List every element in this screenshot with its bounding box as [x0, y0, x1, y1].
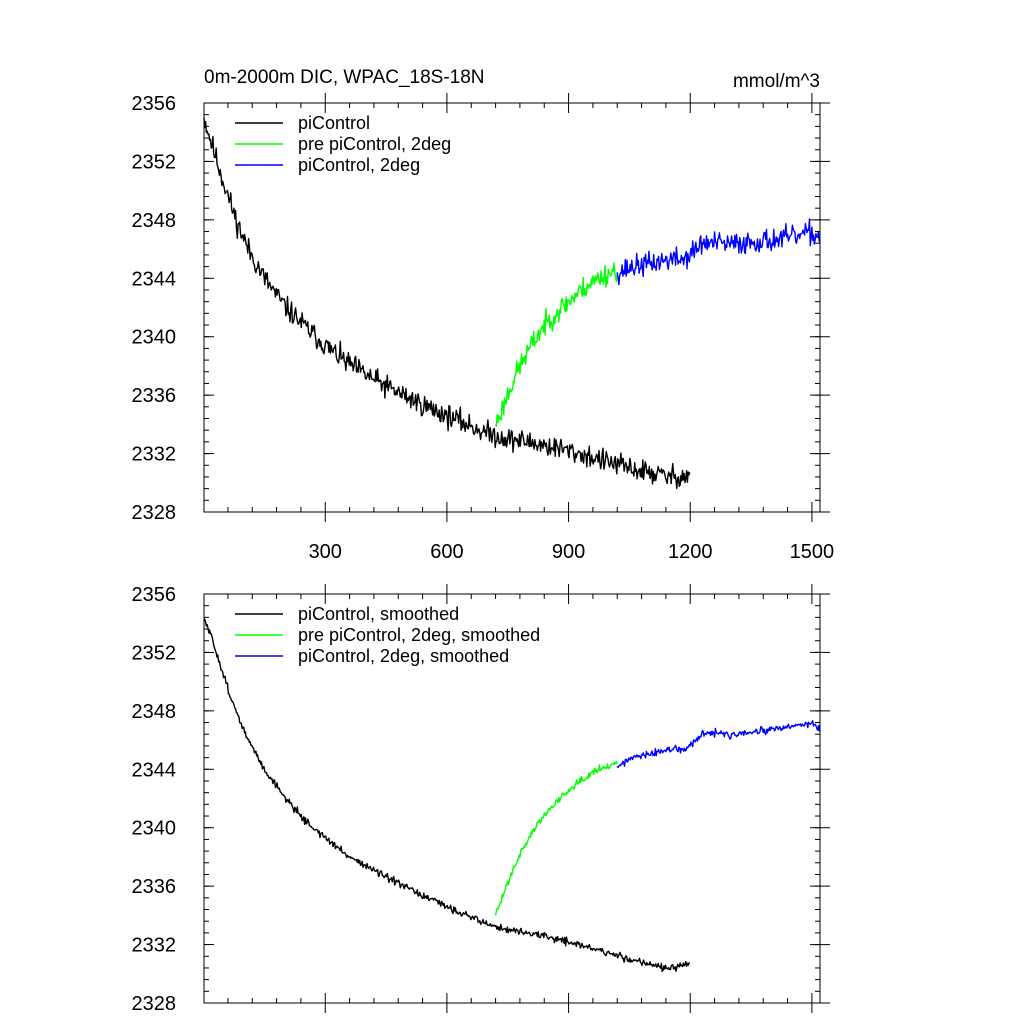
legend-label-1: pre piControl, 2deg, smoothed [298, 625, 540, 645]
series-lines [203, 117, 821, 490]
y-tick-label: 2332 [132, 935, 177, 957]
y-tick-label: 2328 [132, 993, 177, 1015]
y-tick-label: 2344 [132, 759, 177, 781]
y-tick-label: 2336 [132, 876, 177, 898]
axis-ticks: 2328 2332 2336 2340 2344 2348 2352 2356 [132, 584, 830, 1015]
series-line-0 [203, 618, 691, 972]
series-lines [203, 618, 821, 972]
y-tick-label: 2352 [132, 642, 177, 664]
legend-label-2: piControl, 2deg, smoothed [298, 646, 509, 666]
legend-label-0: piControl, smoothed [298, 604, 459, 624]
x-tick-label: 300 [309, 541, 342, 563]
units-label: mmol/m^3 [733, 71, 820, 92]
x-tick-label: 1500 [790, 541, 835, 563]
bottom-panel: 2328 2332 2336 2340 2344 2348 2352 2356 piContr… [132, 584, 830, 1015]
top-panel: 0m-2000m DIC, WPAC_18S-18N mmol/m^3 300 6… [132, 67, 835, 563]
y-tick-label: 2356 [132, 584, 177, 606]
y-tick-label: 2348 [132, 701, 177, 723]
y-tick-label: 2340 [132, 818, 177, 840]
series-line-2 [616, 218, 821, 286]
axis-ticks: 300 600 900 1200 1500 2328 2332 2336 2340 2344 234… [132, 93, 835, 563]
series-line-0 [203, 117, 691, 490]
legend-label-2: piControl, 2deg [298, 155, 420, 175]
y-tick-label: 2348 [132, 210, 177, 232]
y-tick-label: 2336 [132, 385, 177, 407]
plot-frame [203, 593, 821, 1004]
legend-label-0: piControl [298, 113, 370, 133]
y-tick-label: 2344 [132, 268, 177, 290]
legend-label-1: pre piControl, 2deg [298, 134, 451, 154]
series-line-2 [616, 720, 821, 769]
y-tick-label: 2352 [132, 151, 177, 173]
y-tick-label: 2340 [132, 327, 177, 349]
series-line-1 [494, 761, 618, 916]
plot-frame [203, 102, 821, 513]
y-tick-label: 2332 [132, 444, 177, 466]
y-tick-label: 2328 [132, 502, 177, 524]
x-tick-label: 1200 [668, 541, 713, 563]
x-tick-label: 600 [430, 541, 463, 563]
chart-title: 0m-2000m DIC, WPAC_18S-18N [204, 67, 485, 88]
x-tick-label: 900 [552, 541, 585, 563]
y-tick-label: 2356 [132, 93, 177, 115]
series-line-1 [494, 262, 618, 427]
